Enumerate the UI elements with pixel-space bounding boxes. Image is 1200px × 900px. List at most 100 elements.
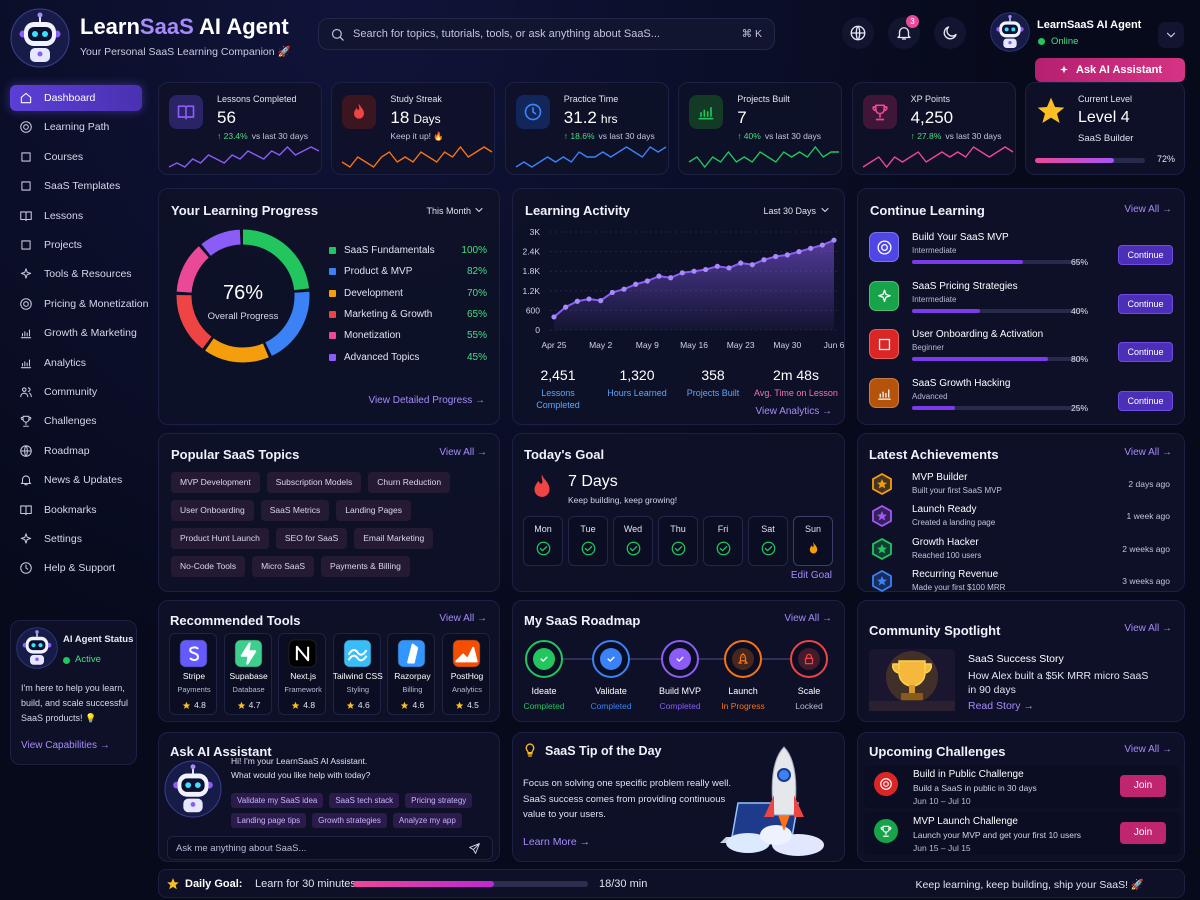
nav-item[interactable]: Lessons [10, 203, 142, 229]
search-box[interactable]: Search for topics, tutorials, tools, or … [318, 18, 775, 50]
link[interactable]: View All → [439, 613, 487, 624]
link[interactable]: View All → [784, 613, 832, 624]
topic-tag[interactable]: Landing Pages [336, 500, 411, 521]
ask-ai-button[interactable]: Ask AI Assistant [1035, 58, 1185, 82]
stat-note: vs last 30 days [764, 131, 822, 141]
nav-item[interactable]: Analytics [10, 350, 142, 376]
tool-card[interactable]: Supabase Database 4.7 [223, 633, 272, 715]
nav-item[interactable]: Help & Support [10, 555, 142, 581]
nav-item[interactable]: SaaS Templates [10, 173, 142, 199]
chat-input[interactable]: Ask me anything about SaaS... [167, 836, 493, 860]
course-title: User Onboarding & Activation [912, 329, 1044, 340]
learning-progress-panel: Your Learning Progress This Month 76% Overa… [158, 188, 500, 425]
nav-item[interactable]: Pricing & Monetization [10, 291, 148, 317]
icon-glyph [850, 25, 866, 41]
icon [525, 743, 535, 757]
continue-button[interactable]: Continue [1118, 293, 1173, 314]
tool-card[interactable]: Next.js Framework 4.8 [278, 633, 327, 715]
topic-tag[interactable]: SEO for SaaS [275, 528, 348, 549]
stat-change: ↑ 40% vs last 30 days [737, 131, 821, 141]
topic-tag[interactable]: SaaS Metrics [260, 500, 330, 521]
nav-item[interactable]: Growth & Marketing [10, 320, 142, 346]
x-tick-label: May 9 [636, 340, 659, 350]
topic-tag[interactable]: Payments & Billing [321, 556, 410, 577]
nav-item[interactable]: Settings [10, 526, 142, 552]
tool-card[interactable]: Stripe Payments 4.8 [169, 633, 217, 715]
link[interactable]: View All → [1124, 623, 1172, 634]
link[interactable]: Edit Goal [790, 570, 832, 581]
topic-tag[interactable]: No-Code Tools [171, 556, 246, 577]
suggestion-chip[interactable]: SaaS tech stack [329, 793, 400, 808]
stat-value: 7 [737, 108, 746, 128]
link[interactable]: View All → [1124, 204, 1172, 215]
nav-label: Roadmap [44, 444, 90, 457]
nav-item[interactable]: Tools & Resources [10, 261, 142, 287]
suggestion-chip[interactable]: Pricing strategy [405, 793, 473, 808]
nav-item[interactable]: Bookmarks [10, 497, 142, 523]
link[interactable]: View Detailed Progress → [368, 395, 485, 406]
join-button[interactable]: Join [1120, 822, 1166, 844]
topic-tag[interactable]: Micro SaaS [252, 556, 315, 577]
topic-tag[interactable]: MVP Development [171, 472, 260, 493]
topic-tag[interactable]: Churn Reduction [368, 472, 451, 493]
suggestion-chip[interactable]: Landing page tips [231, 813, 307, 828]
roadmap-step-status: Locked [795, 701, 823, 711]
link[interactable]: Learn More → [523, 836, 591, 848]
panel-title: Recommended Tools [170, 613, 301, 628]
icon-glyph [292, 701, 300, 709]
challenge-desc: Launch your MVP and get your first 10 us… [913, 830, 1082, 840]
tool-rating: 4.6 [334, 700, 382, 710]
tool-card[interactable]: PostHog Analytics 4.5 [442, 633, 490, 715]
suggestion-chip[interactable]: Validate my SaaS idea [231, 793, 324, 808]
trophy-base [901, 693, 923, 700]
icon [20, 329, 32, 339]
topic-tag[interactable]: Product Hunt Launch [171, 528, 269, 549]
continue-button[interactable]: Continue [1118, 390, 1173, 411]
link[interactable]: View All → [1124, 744, 1172, 755]
summary-label: Lessons Completed [536, 388, 580, 410]
nav-item[interactable]: Projects [10, 232, 142, 258]
nav-item[interactable]: Roadmap [10, 438, 142, 464]
tool-card[interactable]: Razorpay Billing 4.6 [387, 633, 436, 715]
globe-button[interactable] [842, 17, 874, 49]
link[interactable]: Read Story → [968, 700, 1034, 712]
achievement-time: 2 days ago [1128, 479, 1170, 489]
continue-button[interactable]: Continue [1118, 342, 1173, 362]
continue-button[interactable]: Continue [1118, 245, 1173, 265]
icon-glyph [525, 743, 535, 757]
link[interactable]: View All → [1124, 447, 1172, 458]
nav-item[interactable]: Challenges [10, 408, 142, 434]
icon [331, 28, 344, 41]
line-chart: 0 600 1.2K 1.8K 2.4K 3K Apr 25 May 2 May 9 May 16… [523, 227, 845, 350]
topic-tag[interactable]: User Onboarding [171, 500, 254, 521]
nav-item[interactable]: Courses [10, 144, 142, 170]
icon [880, 778, 892, 790]
activity-point [574, 298, 580, 304]
link[interactable]: View All → [439, 447, 487, 458]
achievement-desc: Built your first SaaS MVP [912, 486, 1002, 495]
nav-item[interactable]: Dashboard [10, 85, 142, 111]
legend-value: 82% [466, 266, 487, 278]
level-card: Current Level Level 4 SaaS Builder 72% [1025, 82, 1185, 175]
link[interactable]: View Capabilities → [21, 740, 110, 751]
course-title: SaaS Growth Hacking [912, 377, 1011, 389]
chest-light [35, 657, 39, 661]
tool-card[interactable]: Tailwind CSS Styling 4.6 [333, 633, 383, 715]
day-name: Sat [761, 524, 775, 534]
level-name: SaaS Builder [1078, 133, 1134, 144]
nav-item[interactable]: News & Updates [10, 467, 142, 493]
nav-item[interactable]: Community [10, 379, 142, 405]
suggestion-chip[interactable]: Analyze my app [392, 813, 462, 828]
suggestion-chip[interactable]: Growth strategies [312, 813, 387, 828]
topic-tag[interactable]: Subscription Models [266, 472, 362, 493]
icon [943, 26, 957, 40]
profile-menu[interactable] [1158, 22, 1184, 48]
filter-dropdown[interactable]: Last 30 Days [763, 206, 816, 216]
moon-button[interactable] [934, 17, 966, 49]
icon [540, 656, 548, 662]
join-button[interactable]: Join [1120, 775, 1166, 797]
filter-dropdown[interactable]: This Month [426, 206, 471, 216]
nav-item[interactable]: Learning Path [10, 114, 142, 140]
link[interactable]: View Analytics → [755, 406, 832, 417]
topic-tag[interactable]: Email Marketing [354, 528, 434, 549]
